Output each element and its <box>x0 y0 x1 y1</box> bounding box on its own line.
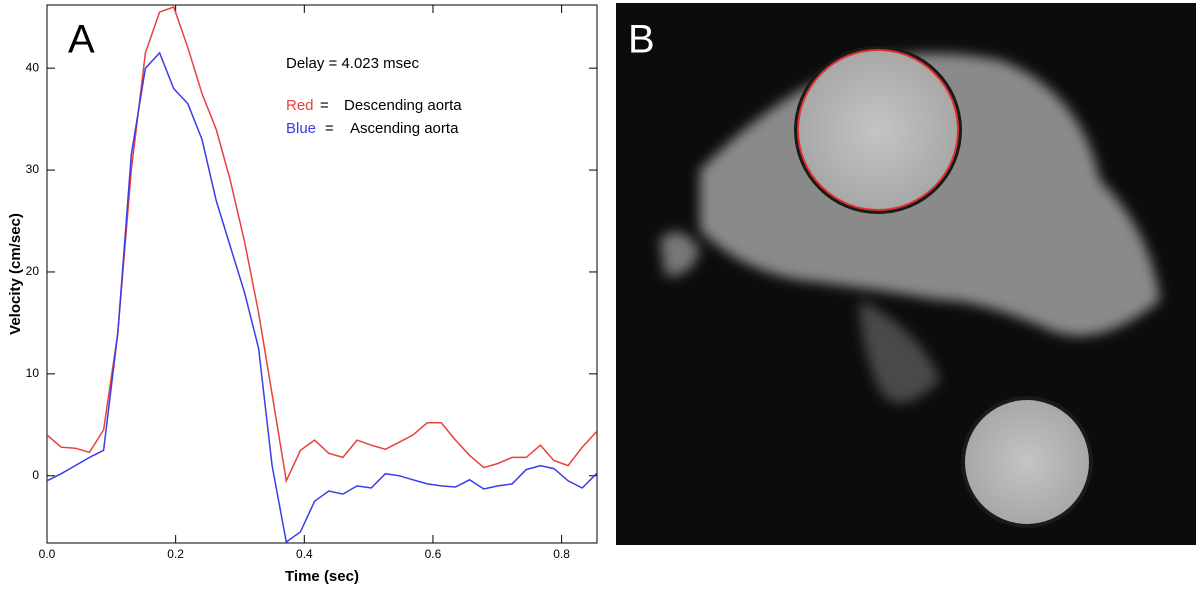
annotation: Delay = 4.023 msec <box>286 55 419 72</box>
series-line <box>47 6 597 484</box>
ascending-aorta <box>797 49 959 211</box>
y-tick-label: 40 <box>26 60 40 74</box>
y-tick-label: 0 <box>32 468 39 482</box>
y-tick-label: 10 <box>26 366 40 380</box>
mri-panel <box>616 3 1196 545</box>
y-axis-label: Velocity (cm/sec) <box>7 213 24 335</box>
y-tick-label: 20 <box>26 264 40 278</box>
panel-label: A <box>68 18 95 62</box>
x-tick-label: 0.8 <box>553 547 570 561</box>
plot-frame <box>46 4 598 544</box>
x-tick-label: 0.0 <box>39 547 56 561</box>
legend-key: Blue <box>286 120 316 137</box>
x-tick-label: 0.2 <box>167 547 184 561</box>
y-tick-label: 30 <box>26 162 40 176</box>
series-line <box>47 51 597 543</box>
descending-aorta <box>965 400 1089 524</box>
legend-label: Descending aorta <box>344 97 462 114</box>
x-tick-label: 0.4 <box>296 547 313 561</box>
x-axis-label: Time (sec) <box>285 568 359 585</box>
panel-label: B <box>628 18 655 62</box>
legend-separator: = <box>325 120 334 137</box>
legend-label: Ascending aorta <box>350 120 459 137</box>
legend-separator: = <box>320 97 329 114</box>
legend-key: Red <box>286 97 314 114</box>
x-tick-label: 0.6 <box>425 547 442 561</box>
